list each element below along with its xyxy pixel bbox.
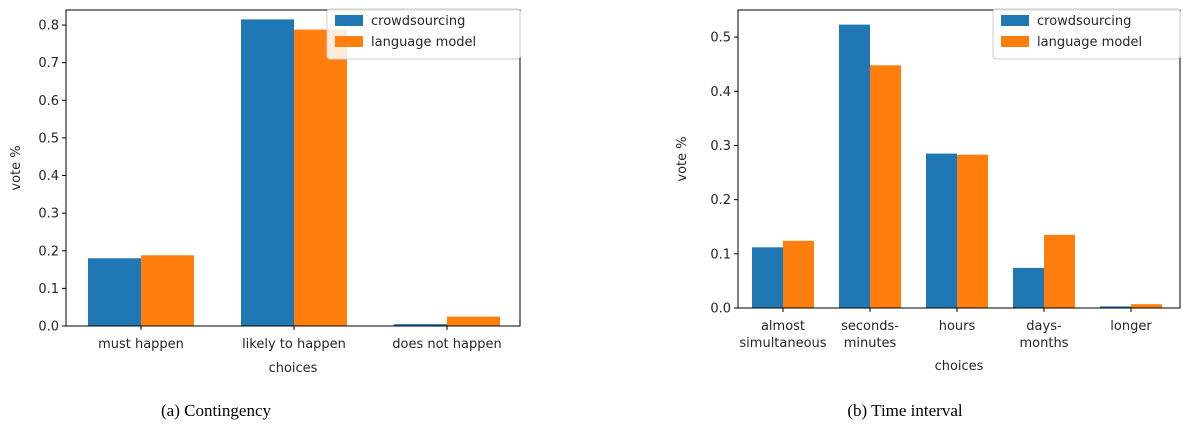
bar-crowdsourcing-0 bbox=[752, 247, 783, 308]
legend-swatch bbox=[335, 15, 363, 26]
legend: crowdsourcing language model bbox=[326, 8, 521, 60]
y-tick-label: 0.3 bbox=[710, 139, 731, 154]
bar-language-model-3 bbox=[1044, 234, 1075, 308]
legend: crowdsourcing language model bbox=[992, 8, 1181, 60]
bar-crowdsourcing-2 bbox=[394, 324, 447, 326]
x-tick-label: does not happen bbox=[392, 337, 501, 352]
legend-entry: crowdsourcing bbox=[371, 14, 465, 29]
y-tick-label: 0.1 bbox=[710, 247, 731, 262]
legend-swatch bbox=[1001, 15, 1029, 26]
y-tick-label: 0.7 bbox=[38, 56, 59, 71]
y-axis-label: vote % bbox=[9, 145, 24, 190]
bar-crowdsourcing-2 bbox=[926, 153, 957, 308]
x-axis-label: choices bbox=[269, 361, 318, 376]
x-tick-label: likely to happen bbox=[242, 337, 346, 352]
bar-language-model-1 bbox=[294, 29, 347, 327]
x-tick-label: hours bbox=[939, 319, 976, 334]
bar-crowdsourcing-1 bbox=[241, 19, 294, 327]
legend-box bbox=[992, 8, 1181, 60]
y-tick-label: 0.3 bbox=[38, 207, 59, 222]
bar-language-model-0 bbox=[141, 255, 194, 326]
legend-swatch bbox=[335, 36, 363, 47]
y-axis-label: vote % bbox=[675, 136, 690, 181]
y-tick-label: 0.6 bbox=[38, 94, 59, 109]
bar-crowdsourcing-3 bbox=[1013, 267, 1044, 308]
chart-contingency: 0.0 0.1 0.2 0.3 0.4 0.5 0.6 0.7 0.8 must happen li… bbox=[9, 8, 521, 420]
y-tick-label: 0.4 bbox=[710, 85, 731, 100]
y-tick-label: 0.2 bbox=[710, 193, 731, 208]
y-tick-label: 0.8 bbox=[38, 19, 59, 34]
bar-crowdsourcing-4 bbox=[1100, 306, 1131, 308]
y-tick-label: 0.1 bbox=[38, 282, 59, 297]
bar-crowdsourcing-0 bbox=[88, 258, 141, 326]
x-tick-label: seconds-minutes bbox=[841, 319, 899, 351]
y-tick-label: 0.0 bbox=[38, 320, 59, 335]
x-tick-label: almost simultaneous bbox=[739, 319, 826, 351]
y-tick-label: 0.4 bbox=[38, 169, 59, 184]
legend-entry: language model bbox=[371, 35, 476, 50]
axes-frame bbox=[737, 9, 1181, 309]
y-tick-label: 0.5 bbox=[38, 131, 59, 146]
legend-entry: language model bbox=[1037, 35, 1142, 50]
x-tick-label: longer bbox=[1110, 319, 1152, 334]
figure-caption: (a) Contingency bbox=[161, 401, 271, 420]
axes-frame bbox=[65, 9, 521, 327]
y-tick-label: 0.5 bbox=[710, 31, 731, 46]
bar-language-model-4 bbox=[1131, 304, 1162, 308]
bar-language-model-1 bbox=[870, 65, 901, 308]
bar-language-model-2 bbox=[957, 154, 988, 308]
y-tick-label: 0.2 bbox=[38, 244, 59, 259]
figure-caption: (b) Time interval bbox=[847, 401, 962, 420]
bar-language-model-0 bbox=[783, 240, 814, 308]
bar-crowdsourcing-1 bbox=[839, 24, 870, 309]
chart-time-interval: 0.0 0.1 0.2 0.3 0.4 0.5 almost simultaneous seco… bbox=[675, 8, 1181, 420]
y-tick-label: 0.0 bbox=[710, 302, 731, 317]
legend-box bbox=[326, 8, 521, 60]
bar-language-model-2 bbox=[447, 316, 500, 326]
legend-swatch bbox=[1001, 36, 1029, 47]
x-tick-label: days-months bbox=[1020, 319, 1069, 351]
legend-entry: crowdsourcing bbox=[1037, 14, 1131, 29]
x-axis-label: choices bbox=[935, 359, 984, 374]
x-tick-label: must happen bbox=[98, 337, 184, 352]
